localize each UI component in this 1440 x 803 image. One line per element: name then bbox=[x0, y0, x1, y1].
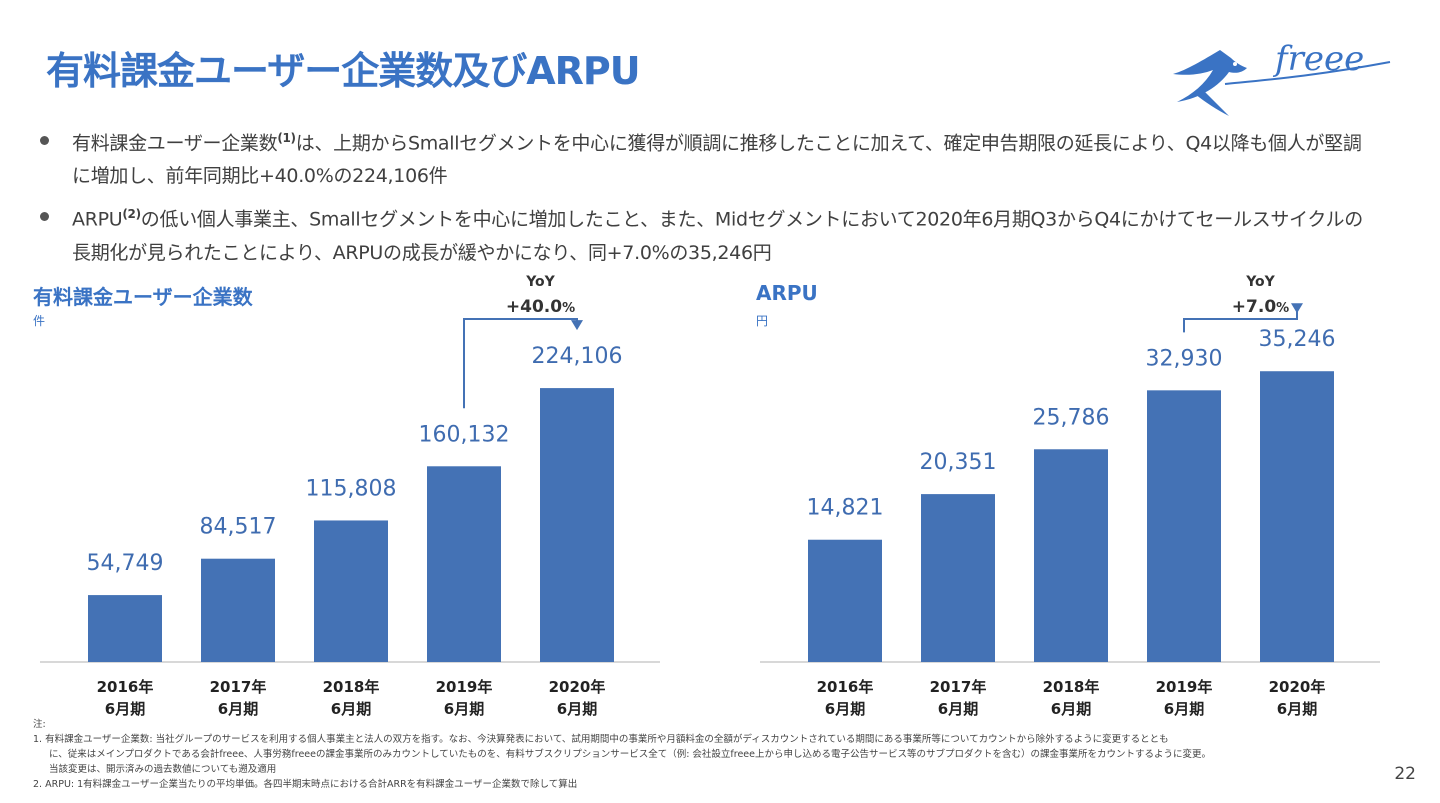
bar-value-label: 32,930 bbox=[1146, 346, 1223, 371]
bullet-item: ARPU(2)の低い個人事業主、Smallセグメントを中心に増加したこと、また、… bbox=[40, 198, 1380, 269]
x-tick-label: 2017年 bbox=[930, 678, 987, 696]
x-tick-label: 6月期 bbox=[331, 700, 371, 718]
yoy-value: +7.0% bbox=[1232, 297, 1289, 317]
footnote-number: 2. bbox=[33, 779, 43, 790]
page-number: 22 bbox=[1394, 764, 1416, 784]
chart-title-users: 有料課金ユーザー企業数 bbox=[33, 285, 253, 309]
footnote-text: 当該変更は、開示済みの過去数値についても遡及適用 bbox=[49, 764, 277, 775]
chart-title-arpu: ARPU bbox=[756, 281, 818, 305]
x-tick-label: 6月期 bbox=[557, 700, 597, 718]
bullet-item: 有料課金ユーザー企業数(1)は、上期からSmallセグメントを中心に獲得が順調に… bbox=[40, 122, 1380, 193]
freee-logo-text: freee bbox=[1272, 39, 1364, 79]
bullet-footnote-ref: (1) bbox=[277, 131, 296, 145]
bullet-text-pre: ARPU bbox=[72, 208, 123, 231]
x-tick-label: 2020年 bbox=[1269, 678, 1326, 696]
yoy-arrow-icon bbox=[571, 320, 583, 331]
chart-unit-arpu: 円 bbox=[756, 314, 769, 328]
footnote-number: 1. bbox=[33, 734, 43, 745]
bullet-dot-icon bbox=[40, 212, 49, 222]
x-tick-label: 6月期 bbox=[825, 700, 865, 718]
yoy-value: +40.0% bbox=[506, 297, 575, 317]
bar bbox=[540, 388, 614, 662]
slide-title: 有料課金ユーザー企業数及びARPU bbox=[46, 49, 641, 93]
footnote-text: ARPU: 1有料課金ユーザー企業当たりの平均単価。各四半期末時点における合計A… bbox=[45, 779, 578, 790]
yoy-value-suffix: % bbox=[1276, 301, 1289, 316]
chart-unit-users: 件 bbox=[33, 314, 46, 328]
yoy-label: YoY bbox=[1245, 274, 1275, 290]
bar-value-label: 14,821 bbox=[807, 496, 884, 521]
yoy-value-suffix: % bbox=[562, 301, 575, 316]
footnote-text: に、従来はメインプロダクトである会計freee、人事労務freeeの課金事業所の… bbox=[49, 749, 1212, 760]
x-tick-label: 2016年 bbox=[97, 678, 154, 696]
bar-value-label: 115,808 bbox=[306, 476, 397, 501]
x-tick-label: 6月期 bbox=[105, 700, 145, 718]
bar bbox=[314, 520, 388, 662]
bar bbox=[201, 558, 275, 662]
x-tick-label: 2019年 bbox=[1156, 678, 1213, 696]
bar bbox=[1147, 390, 1221, 662]
users-bar-chart: 54,749 2016年 6月期 84,517 2017年 6月期 115,808 2018年… bbox=[40, 274, 660, 718]
bar-value-label: 35,246 bbox=[1259, 327, 1336, 352]
footnotes: 注: 1. 有料課金ユーザー企業数: 当社グループのサービスを利用する個人事業主… bbox=[33, 717, 1383, 792]
x-tick-label: 6月期 bbox=[1051, 700, 1091, 718]
x-tick-label: 2016年 bbox=[817, 678, 874, 696]
yoy-arrow-icon bbox=[1291, 303, 1303, 314]
x-tick-label: 2017年 bbox=[210, 678, 267, 696]
yoy-value-number: +7.0 bbox=[1232, 297, 1277, 317]
bar bbox=[427, 466, 501, 662]
x-tick-label: 6月期 bbox=[218, 700, 258, 718]
x-tick-label: 6月期 bbox=[1277, 700, 1317, 718]
bullet-text-post: は、上期からSmallセグメントを中心に獲得が順調に推移したことに加えて、確定申… bbox=[72, 132, 1362, 188]
swallow-logo-icon bbox=[1173, 50, 1247, 116]
bar-value-label: 160,132 bbox=[419, 422, 510, 447]
bar-value-label: 25,786 bbox=[1033, 405, 1110, 430]
summary-bullets: 有料課金ユーザー企業数(1)は、上期からSmallセグメントを中心に獲得が順調に… bbox=[40, 122, 1380, 275]
bar bbox=[808, 539, 882, 662]
bar bbox=[921, 494, 995, 662]
footnotes-heading: 注: bbox=[33, 719, 46, 730]
x-tick-label: 2019年 bbox=[436, 678, 493, 696]
yoy-label: YoY bbox=[525, 274, 555, 290]
x-tick-label: 2020年 bbox=[549, 678, 606, 696]
yoy-value-number: +40.0 bbox=[506, 297, 562, 317]
x-tick-label: 6月期 bbox=[938, 700, 978, 718]
bar-value-label: 20,351 bbox=[920, 450, 997, 475]
footnote-text: 有料課金ユーザー企業数: 当社グループのサービスを利用する個人事業主と法人の双方… bbox=[45, 734, 1169, 745]
bar bbox=[88, 595, 162, 662]
x-tick-label: 2018年 bbox=[323, 678, 380, 696]
bar bbox=[1034, 449, 1108, 662]
x-tick-label: 2018年 bbox=[1043, 678, 1100, 696]
bar bbox=[1260, 371, 1334, 662]
arpu-bar-chart: 14,821 2016年 6月期 20,351 2017年 6月期 25,786 2018年 6… bbox=[760, 274, 1380, 718]
bar-value-label: 54,749 bbox=[87, 551, 164, 576]
bar-value-label: 224,106 bbox=[532, 344, 623, 369]
x-tick-label: 6月期 bbox=[444, 700, 484, 718]
x-tick-label: 6月期 bbox=[1164, 700, 1204, 718]
bullet-text-pre: 有料課金ユーザー企業数 bbox=[72, 132, 278, 155]
bar-value-label: 84,517 bbox=[200, 515, 277, 540]
bullet-text-post: の低い個人事業主、Smallセグメントを中心に増加したこと、また、Midセグメン… bbox=[72, 208, 1363, 264]
freee-logo: freee bbox=[1173, 39, 1391, 116]
bullet-footnote-ref: (2) bbox=[122, 207, 141, 222]
bullet-dot-icon bbox=[40, 136, 49, 145]
